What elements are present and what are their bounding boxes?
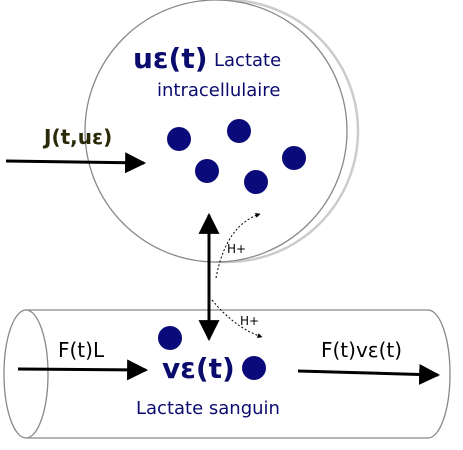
lactate-dot (244, 170, 268, 194)
cell (84, 0, 360, 264)
outflow-arrow (297, 363, 441, 385)
vessel-opening (3, 309, 49, 439)
cell-label-line2: intracellulaire (157, 80, 280, 101)
proton-label-upper: H+ (227, 242, 246, 256)
blood-lactate-dots (158, 326, 266, 380)
proton-label-lower: H+ (240, 314, 259, 328)
cell-label-line1: Lactate (214, 50, 281, 71)
lactate-dot (158, 326, 182, 350)
v-symbol: vε(t) (162, 352, 235, 385)
proton-path-lower (211, 299, 263, 338)
outflow-label: F(t)vε(t) (321, 338, 402, 362)
lactate-dot (242, 356, 266, 380)
vessel-body (26, 309, 451, 439)
blood-vessel (3, 309, 451, 439)
lactate-dot (195, 159, 219, 183)
lactate-dot (167, 127, 191, 151)
intracellular-lactate-dots (167, 119, 306, 194)
injection-arrow (5, 152, 147, 174)
u-symbol: uε(t) (133, 42, 208, 75)
lactate-dot (282, 146, 306, 170)
inflow-label: F(t)L (58, 338, 105, 362)
inflow-arrow (17, 359, 149, 381)
cell-membrane (84, 0, 348, 263)
lactate-dot (227, 119, 251, 143)
proton-path-upper (215, 213, 261, 279)
vessel-label: Lactate sanguin (136, 398, 280, 419)
injection-label: J(t,uε) (42, 125, 112, 149)
